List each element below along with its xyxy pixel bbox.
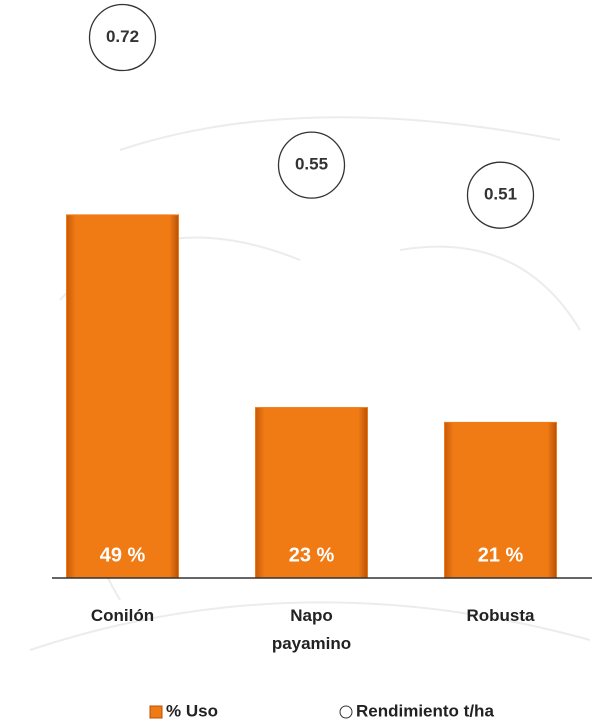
legend-swatch: [339, 705, 353, 719]
x-tick-label: Robusta: [466, 606, 535, 625]
x-tick-label: Napo payamino: [271, 606, 352, 653]
legend-label: % Uso: [166, 701, 218, 720]
x-tick-label: Conilón: [90, 606, 155, 625]
bar: [66, 214, 179, 579]
data-label: 49 %: [100, 544, 146, 566]
data-label: 0.72: [106, 27, 139, 46]
data-label: 21 %: [478, 544, 524, 566]
bar: [255, 407, 368, 579]
data-label: 23 %: [289, 544, 335, 566]
bar: [444, 421, 557, 579]
data-label: 0.51: [484, 185, 517, 204]
legend-label: Rendimiento t/ha: [356, 701, 494, 720]
marker: [466, 161, 535, 229]
marker: [88, 3, 157, 72]
data-label: 0.55: [295, 155, 328, 174]
marker: [277, 131, 346, 199]
legend-swatch: [149, 705, 163, 719]
